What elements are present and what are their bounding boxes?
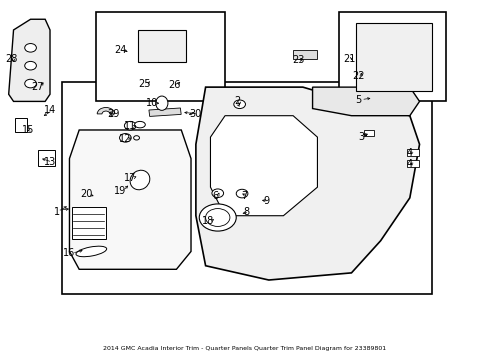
- Bar: [6, 16, 60, 102]
- Bar: [356, 23, 431, 91]
- Circle shape: [233, 100, 245, 109]
- Circle shape: [25, 44, 36, 52]
- Text: 2014 GMC Acadia Interior Trim - Quarter Panels Quarter Trim Panel Diagram for 23: 2014 GMC Acadia Interior Trim - Quarter …: [103, 346, 385, 351]
- Text: 20: 20: [80, 189, 92, 199]
- Text: 26: 26: [167, 80, 180, 90]
- Text: 18: 18: [202, 216, 214, 226]
- Text: 13: 13: [44, 157, 56, 167]
- Ellipse shape: [76, 246, 106, 257]
- Circle shape: [119, 134, 131, 142]
- Circle shape: [236, 189, 247, 198]
- Text: 30: 30: [189, 109, 202, 119]
- Ellipse shape: [130, 170, 149, 190]
- Text: 8: 8: [244, 207, 249, 217]
- Text: 1: 1: [54, 207, 60, 217]
- Text: 3: 3: [357, 132, 364, 142]
- Bar: [38, 150, 55, 166]
- Text: 6: 6: [212, 191, 218, 201]
- Circle shape: [199, 204, 236, 231]
- Bar: [363, 130, 373, 136]
- Bar: [96, 12, 224, 102]
- Text: 2: 2: [234, 96, 240, 107]
- Text: 24: 24: [114, 45, 126, 55]
- Bar: [407, 149, 418, 157]
- Text: 21: 21: [342, 54, 354, 64]
- Text: 28: 28: [5, 54, 17, 64]
- Text: 17: 17: [124, 173, 136, 183]
- Text: 15: 15: [22, 125, 34, 135]
- Circle shape: [205, 208, 229, 226]
- PathPatch shape: [312, 87, 419, 116]
- Text: 19: 19: [114, 186, 126, 196]
- Text: 27: 27: [32, 82, 44, 92]
- Text: 4: 4: [406, 159, 412, 169]
- Text: 14: 14: [44, 105, 56, 115]
- Text: 16: 16: [63, 248, 76, 258]
- Wedge shape: [97, 108, 115, 114]
- Text: 29: 29: [107, 109, 119, 119]
- Ellipse shape: [134, 121, 145, 128]
- Circle shape: [25, 79, 36, 88]
- Ellipse shape: [133, 136, 139, 140]
- PathPatch shape: [196, 87, 419, 280]
- PathPatch shape: [69, 130, 191, 269]
- Text: 9: 9: [263, 197, 269, 206]
- Text: 25: 25: [138, 78, 151, 89]
- PathPatch shape: [9, 19, 50, 102]
- Bar: [137, 30, 186, 62]
- Text: 10: 10: [146, 98, 158, 108]
- Text: 23: 23: [291, 55, 304, 65]
- Text: 22: 22: [352, 71, 364, 81]
- Text: 12: 12: [119, 134, 131, 144]
- Circle shape: [25, 62, 36, 70]
- Bar: [15, 118, 27, 132]
- Bar: [292, 50, 317, 59]
- PathPatch shape: [210, 116, 317, 216]
- Circle shape: [211, 189, 223, 198]
- Bar: [72, 207, 106, 239]
- Text: 4: 4: [406, 148, 412, 158]
- Text: 11: 11: [124, 121, 136, 131]
- Bar: [149, 108, 181, 116]
- Bar: [407, 160, 418, 167]
- Bar: [339, 12, 446, 102]
- Text: 7: 7: [241, 191, 247, 201]
- Bar: [62, 82, 431, 294]
- Ellipse shape: [156, 96, 167, 111]
- Circle shape: [124, 121, 136, 130]
- Text: 5: 5: [355, 95, 361, 105]
